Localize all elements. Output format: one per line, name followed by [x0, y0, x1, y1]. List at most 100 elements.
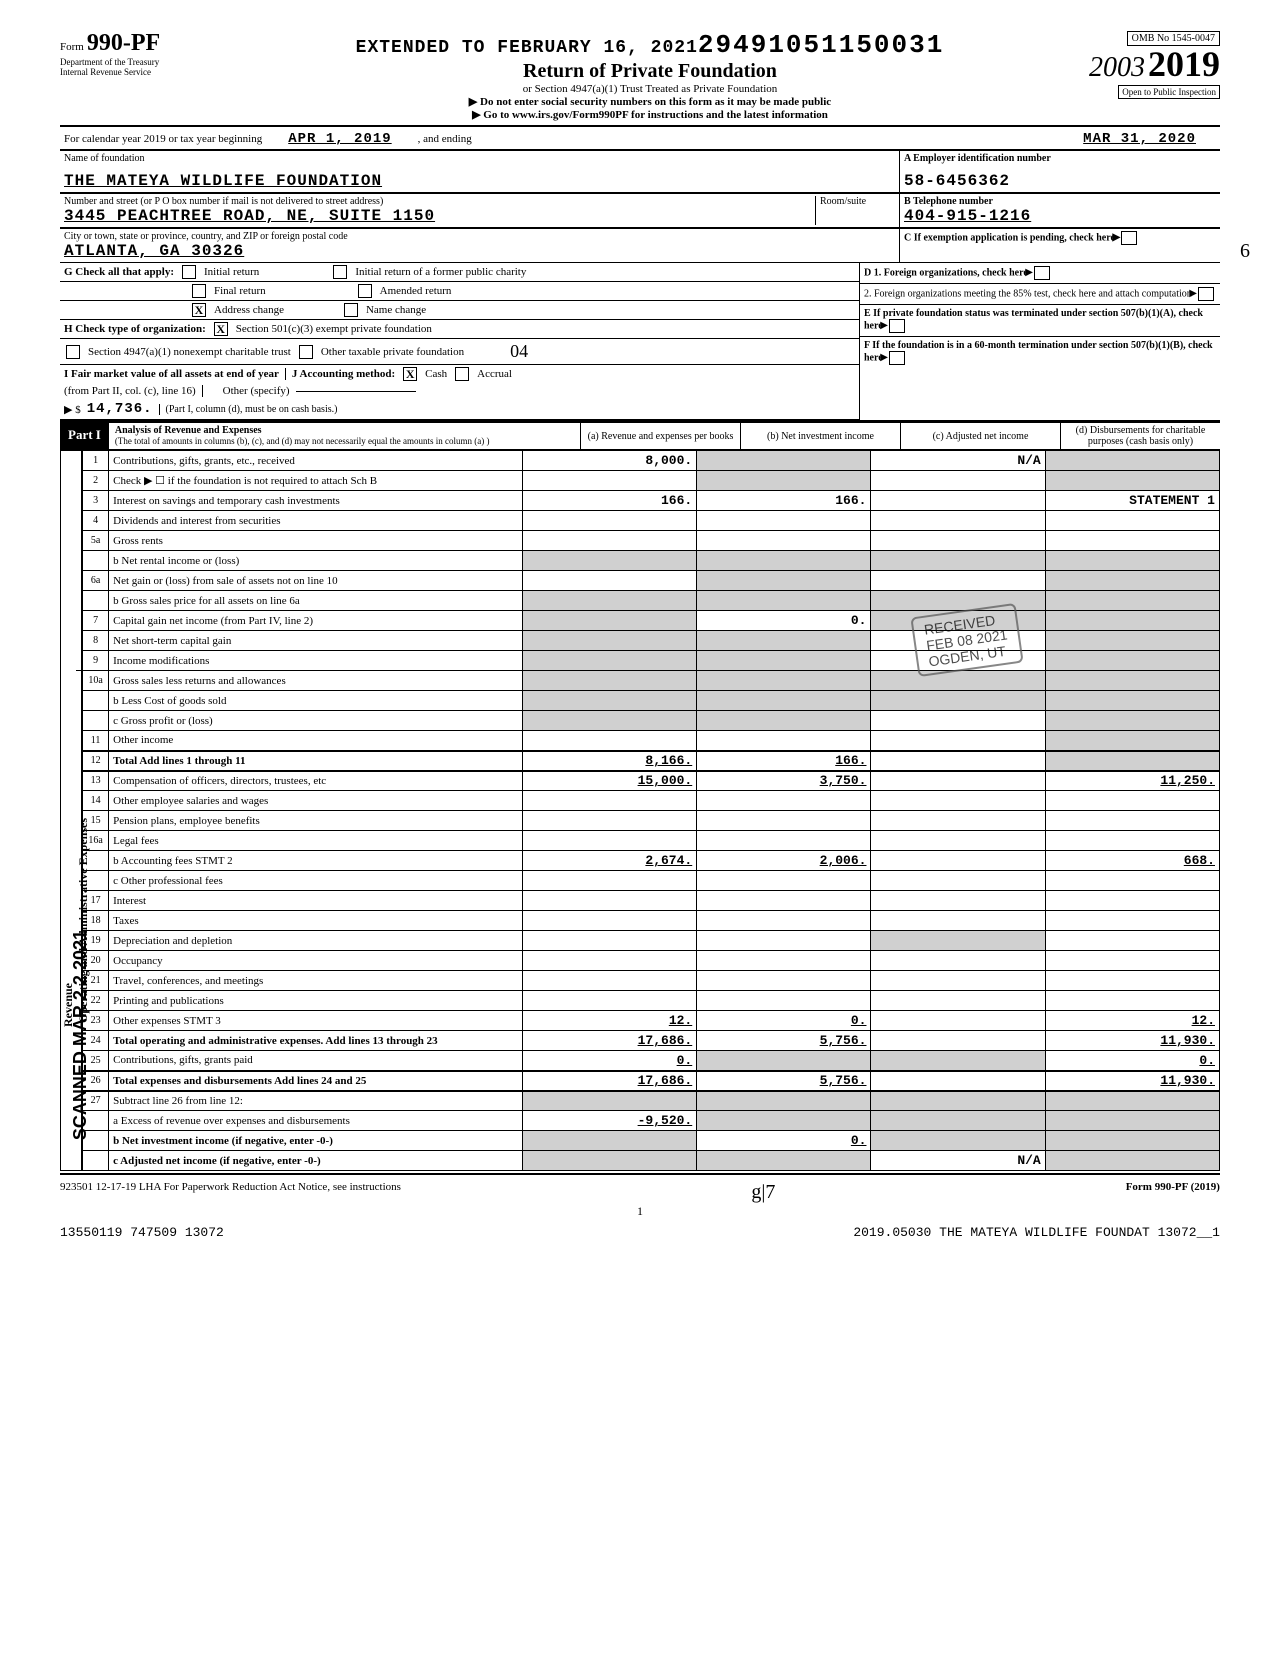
- row-27c: c Adjusted net income (if negative, ente…: [83, 1151, 1220, 1171]
- year-script: 2003: [1089, 52, 1145, 83]
- footer-bottom-right: 2019.05030 THE MATEYA WILDLIFE FOUNDAT 1…: [853, 1225, 1220, 1240]
- handwritten-g17: g|7: [751, 1181, 775, 1204]
- tax-year: 2019: [1148, 44, 1220, 84]
- extended-date: EXTENDED TO FEBRUARY 16, 2021: [356, 38, 698, 58]
- part1-title: Analysis of Revenue and Expenses: [115, 425, 262, 436]
- foundation-name: THE MATEYA WILDLIFE FOUNDATION: [64, 172, 895, 190]
- initial-return-label: Initial return: [204, 266, 259, 278]
- row-17: 17Interest: [83, 891, 1220, 911]
- row-23: 23Other expenses STMT 312.0.12.: [83, 1011, 1220, 1031]
- row-5b: b Net rental income or (loss): [83, 551, 1220, 571]
- revenue-vert-label: Revenue Operating and Administrative Exp…: [60, 450, 82, 1171]
- address-change-label: Address change: [214, 304, 284, 316]
- form-number: 990-PF: [87, 30, 160, 56]
- c-checkbox[interactable]: [1121, 231, 1137, 245]
- room-label: Room/suite: [820, 196, 895, 207]
- row-13: 13Compensation of officers, directors, t…: [83, 771, 1220, 791]
- row-4: 4Dividends and interest from securities: [83, 511, 1220, 531]
- dln: 29491051150031: [698, 30, 944, 60]
- f-checkbox[interactable]: [889, 351, 905, 365]
- city-value: ATLANTA, GA 30326: [64, 242, 895, 260]
- h-4947-checkbox[interactable]: [66, 345, 80, 359]
- row-15: 15Pension plans, employee benefits: [83, 811, 1220, 831]
- j-note: (Part I, column (d), must be on cash bas…: [159, 404, 338, 415]
- name-change-label: Name change: [366, 304, 426, 316]
- i-sub: (from Part II, col. (c), line 16): [64, 385, 196, 397]
- phone-label: B Telephone number: [904, 196, 1216, 207]
- row-10a: 10aGross sales less returns and allowanc…: [83, 671, 1220, 691]
- row-6a: 6aNet gain or (loss) from sale of assets…: [83, 571, 1220, 591]
- footer-line-1: 923501 12-17-19 LHA For Paperwork Reduct…: [60, 1181, 1220, 1204]
- period-label: For calendar year 2019 or tax year begin…: [64, 133, 262, 145]
- row-5a: 5aGross rents: [83, 531, 1220, 551]
- row-27b: b Net investment income (if negative, en…: [83, 1131, 1220, 1151]
- i-label: I Fair market value of all assets at end…: [64, 368, 279, 380]
- open-public: Open to Public Inspection: [1118, 85, 1220, 99]
- row-21: 21Travel, conferences, and meetings: [83, 971, 1220, 991]
- name-label: Name of foundation: [64, 153, 895, 164]
- row-10c: c Gross profit or (loss): [83, 711, 1220, 731]
- col-d-header: (d) Disbursements for charitable purpose…: [1060, 423, 1220, 449]
- row-8: 8Net short-term capital gain: [83, 631, 1220, 651]
- ein-value: 58-6456362: [904, 172, 1216, 190]
- row-9: 9Income modifications: [83, 651, 1220, 671]
- i-arrow: ▶ $: [64, 403, 81, 416]
- part1-header: Part I Analysis of Revenue and Expenses …: [60, 421, 1220, 450]
- h-501c3-label: Section 501(c)(3) exempt private foundat…: [236, 323, 432, 335]
- addr-label: Number and street (or P O box number if …: [64, 196, 815, 207]
- final-return-checkbox[interactable]: [192, 284, 206, 298]
- page-number: 1: [60, 1204, 1220, 1219]
- e-checkbox[interactable]: [889, 319, 905, 333]
- row-24: 24Total operating and administrative exp…: [83, 1031, 1220, 1051]
- foundation-info-block: Name of foundation THE MATEYA WILDLIFE F…: [60, 150, 1220, 193]
- row-26: 26Total expenses and disbursements Add l…: [83, 1071, 1220, 1091]
- j-accrual-checkbox[interactable]: [455, 367, 469, 381]
- h-other-checkbox[interactable]: [299, 345, 313, 359]
- row-14: 14Other employee salaries and wages: [83, 791, 1220, 811]
- phone-value: 404-915-1216: [904, 207, 1216, 225]
- part1-label: Part I: [60, 423, 109, 449]
- col-c-header: (c) Adjusted net income: [900, 423, 1060, 449]
- row-16a: 16aLegal fees: [83, 831, 1220, 851]
- row-19: 19Depreciation and depletion: [83, 931, 1220, 951]
- initial-return-checkbox[interactable]: [182, 265, 196, 279]
- row-10b: b Less Cost of goods sold: [83, 691, 1220, 711]
- h-4947-label: Section 4947(a)(1) nonexempt charitable …: [88, 346, 291, 358]
- h-other-label: Other taxable private foundation: [321, 346, 464, 358]
- amended-label: Amended return: [380, 285, 452, 297]
- initial-former-checkbox[interactable]: [333, 265, 347, 279]
- row-20: 20Occupancy: [83, 951, 1220, 971]
- amended-checkbox[interactable]: [358, 284, 372, 298]
- row-18: 18Taxes: [83, 911, 1220, 931]
- footer-codes: 13550119 747509 13072 2019.05030 THE MAT…: [60, 1225, 1220, 1240]
- d2-label: 2. Foreign organizations meeting the 85%…: [864, 288, 1192, 299]
- row-11: 11Other income: [83, 731, 1220, 751]
- row-16c: c Other professional fees: [83, 871, 1220, 891]
- i-value: 14,736.: [87, 401, 153, 417]
- name-change-checkbox[interactable]: [344, 303, 358, 317]
- subtitle-3: ▶ Go to www.irs.gov/Form990PF for instru…: [260, 108, 1040, 121]
- final-return-label: Final return: [214, 285, 266, 297]
- footer-right: Form 990-PF (2019): [1126, 1181, 1220, 1204]
- form-prefix: Form: [60, 41, 84, 53]
- address: 3445 PEACHTREE ROAD, NE, SUITE 1150: [64, 207, 815, 225]
- f-label: F If the foundation is in a 60-month ter…: [864, 340, 1213, 363]
- d1-label: D 1. Foreign organizations, check here: [864, 267, 1028, 278]
- dept-irs: Internal Revenue Service: [60, 67, 260, 77]
- col-b-header: (b) Net investment income: [740, 423, 900, 449]
- form-title: Return of Private Foundation: [260, 60, 1040, 83]
- address-change-checkbox[interactable]: X: [192, 303, 206, 317]
- d2-checkbox[interactable]: [1198, 287, 1214, 301]
- j-cash-checkbox[interactable]: X: [403, 367, 417, 381]
- row-16b: b Accounting fees STMT 22,674.2,006.668.: [83, 851, 1220, 871]
- d1-checkbox[interactable]: [1034, 266, 1050, 280]
- row-22: 22Printing and publications: [83, 991, 1220, 1011]
- footer-left: 923501 12-17-19 LHA For Paperwork Reduct…: [60, 1181, 401, 1204]
- h-501c3-checkbox[interactable]: X: [214, 322, 228, 336]
- row-27: 27Subtract line 26 from line 12:: [83, 1091, 1220, 1111]
- period-mid: , and ending: [418, 133, 472, 145]
- h-label: H Check type of organization:: [64, 323, 206, 335]
- footer-bottom-left: 13550119 747509 13072: [60, 1225, 224, 1240]
- part1-table: 1Contributions, gifts, grants, etc., rec…: [82, 450, 1220, 1171]
- g-label: G Check all that apply:: [64, 266, 174, 278]
